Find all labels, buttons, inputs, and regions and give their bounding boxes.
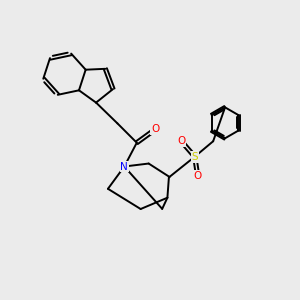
Text: O: O: [151, 124, 159, 134]
Text: O: O: [194, 171, 202, 181]
Text: O: O: [177, 136, 185, 146]
Text: N: N: [120, 161, 128, 172]
Text: S: S: [191, 152, 198, 162]
